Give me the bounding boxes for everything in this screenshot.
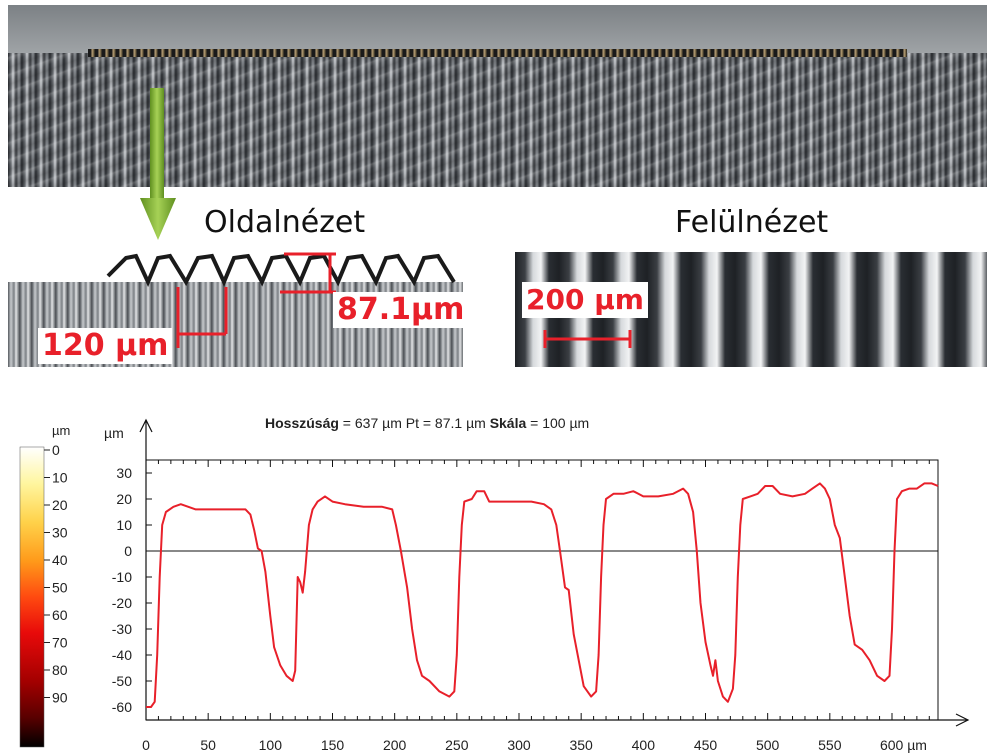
length-value: = 637 µm Pt = 87.1 µm <box>339 415 490 431</box>
y-axis-unit: µm <box>104 425 124 441</box>
scale-bar <box>543 330 632 348</box>
y-tick-label: -40 <box>112 647 132 663</box>
y-axis-arrowhead-icon <box>139 418 153 433</box>
y-tick-label: -50 <box>112 673 132 689</box>
x-tick-label: 300 <box>507 737 531 753</box>
y-tick-label: 0 <box>124 543 132 559</box>
colorbar-tick-label: 50 <box>52 580 68 596</box>
x-tick-label: 200 <box>383 737 407 753</box>
pitch-marker <box>176 287 228 348</box>
colorbar-tick-label: 40 <box>52 552 68 568</box>
x-axis-arrowhead-icon <box>955 713 970 727</box>
scale-label: 200 µm <box>522 282 648 318</box>
x-tick-label: 550 <box>818 737 842 753</box>
x-tick-label: 350 <box>569 737 593 753</box>
depth-label: 87.1µm <box>333 292 469 328</box>
x-tick-label: 0 <box>142 737 150 753</box>
y-tick-label: -60 <box>112 699 132 715</box>
length-label: Hosszúság <box>265 415 339 431</box>
x-tick-label: 450 <box>694 737 718 753</box>
colorbar-tick-label: 60 <box>52 607 68 623</box>
colorbar-unit: µm <box>52 423 70 438</box>
chart-header: Hosszúság = 637 µm Pt = 87.1 µm Skála = … <box>265 415 589 431</box>
y-tick-label: -10 <box>112 569 132 585</box>
y-tick-label: -20 <box>112 595 132 611</box>
colorbar-tick-label: 10 <box>52 470 68 486</box>
arrow-down-icon <box>140 88 176 240</box>
x-tick-label: 50 <box>200 737 216 753</box>
plot-frame <box>145 459 939 721</box>
y-tick-label: 20 <box>116 491 132 507</box>
colorbar-tick-label: 30 <box>52 525 68 541</box>
top-view-title: Felülnézet <box>675 205 829 240</box>
colorbar-tick-label: 80 <box>52 662 68 678</box>
x-tick-label: 400 <box>632 737 656 753</box>
y-tick-label: 10 <box>116 517 132 533</box>
x-tick-label: 150 <box>321 737 345 753</box>
colorbar <box>19 446 45 748</box>
colorbar-tick-label: 90 <box>52 690 68 706</box>
x-tick-label: 250 <box>445 737 469 753</box>
y-tick-label: 30 <box>116 465 132 481</box>
depth-marker <box>280 252 336 294</box>
scale-label-header: Skála <box>490 415 527 431</box>
colorbar-tick-label: 0 <box>52 442 60 458</box>
colorbar-tick-label: 70 <box>52 635 68 651</box>
scale-value: = 100 µm <box>526 415 589 431</box>
x-tick-label: 100 <box>259 737 283 753</box>
top-micrograph-image <box>8 5 987 187</box>
pitch-label: 120 µm <box>38 328 173 364</box>
x-tick-label: 600 µm <box>880 737 927 753</box>
colorbar-tick-label: 20 <box>52 497 68 513</box>
x-tick-label: 500 <box>756 737 780 753</box>
profile-series-line <box>146 482 939 708</box>
y-tick-label: -30 <box>112 621 132 637</box>
side-view-title: Oldalnézet <box>204 205 366 240</box>
